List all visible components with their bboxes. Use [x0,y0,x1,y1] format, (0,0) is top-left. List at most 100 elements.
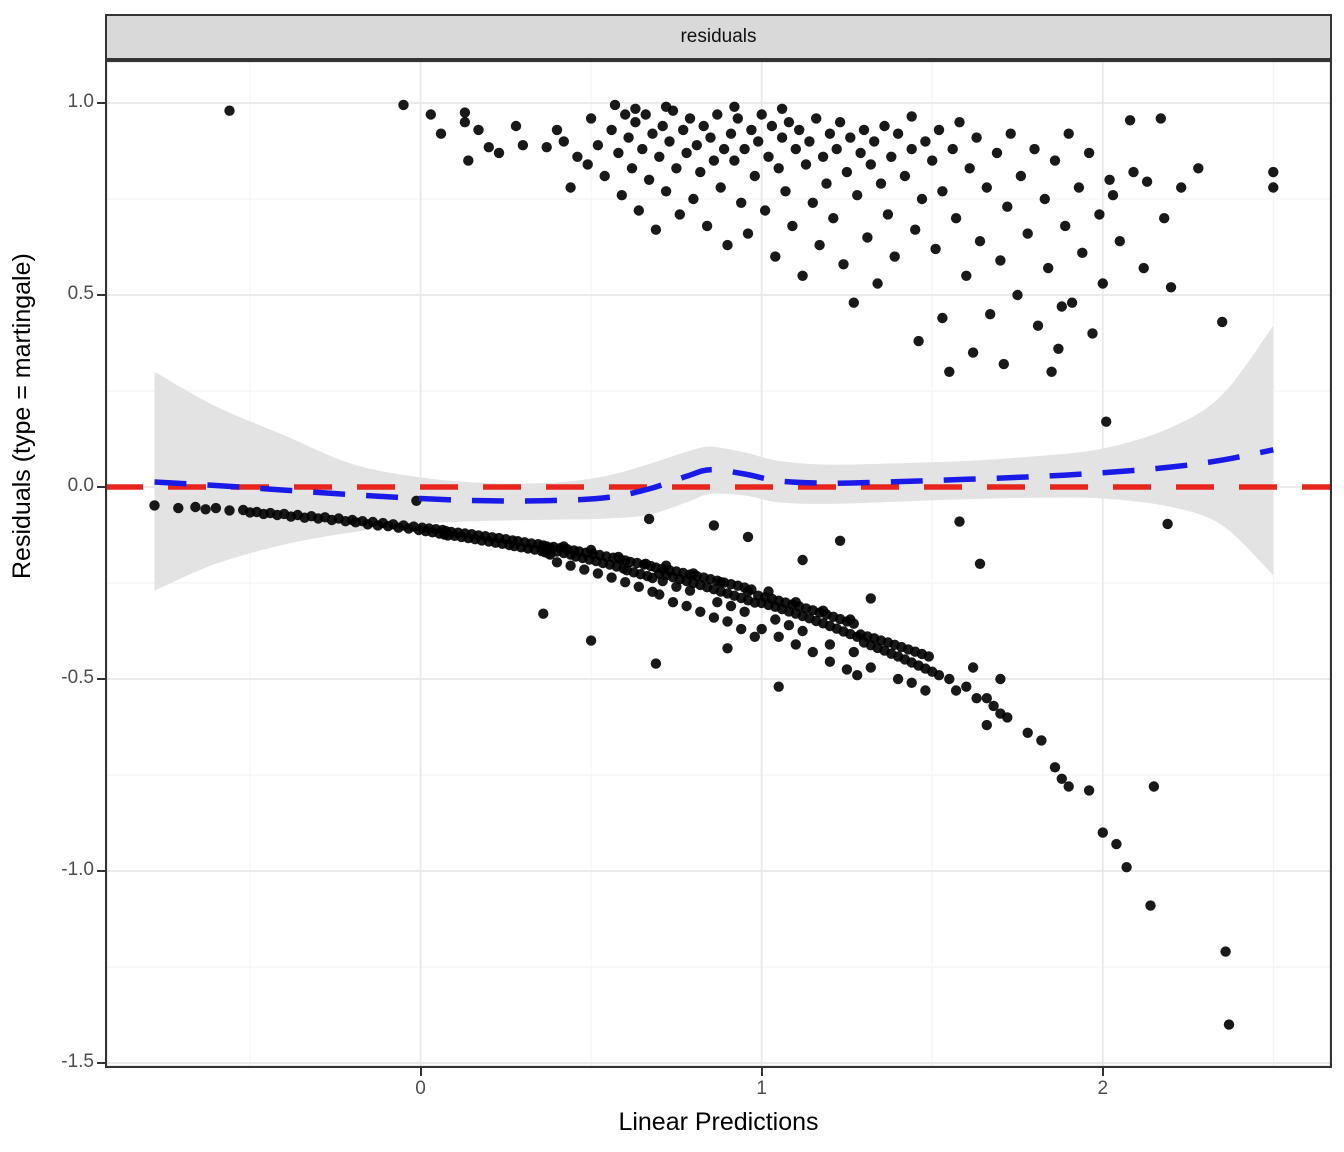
data-point [660,560,672,571]
data-point [463,155,474,166]
data-point [1128,166,1139,178]
y-axis-tick-mark [97,870,105,872]
data-point [698,120,709,132]
data-point [1083,785,1095,796]
data-point [1015,170,1027,182]
data-point [1193,163,1204,174]
plot-panel [105,60,1332,1068]
data-point [695,606,706,617]
data-point [678,124,689,136]
data-point [770,614,781,625]
data-point [210,502,222,514]
data-point [705,132,716,143]
data-point [913,335,924,347]
data-point [643,513,655,525]
data-point [667,597,679,608]
data-point [971,693,982,704]
data-point [739,606,750,617]
data-point [910,224,921,235]
data-point [1077,247,1088,258]
data-point [773,631,784,642]
data-point [708,612,720,623]
data-point [623,132,634,143]
data-point [981,182,992,193]
data-point [517,140,529,151]
data-point [906,143,917,155]
data-point [920,136,931,147]
data-point [950,685,962,696]
data-point [746,124,757,136]
data-point [773,163,784,174]
data-point [657,120,668,132]
data-point [558,136,569,147]
data-point [1060,220,1071,232]
data-point [592,140,604,151]
data-point [1022,727,1033,738]
x-axis-tick-mark [1101,1068,1104,1076]
data-point [613,147,624,159]
data-point [954,516,965,527]
data-point [1066,297,1078,308]
data-point [889,251,900,262]
data-point [797,270,808,281]
data-point [1056,301,1067,312]
y-tick-label: -1.5 [61,1051,94,1073]
smooth-line [154,447,1274,504]
data-point [712,597,723,608]
data-point [173,502,184,514]
data-point [1073,182,1085,193]
data-point [1165,282,1177,293]
data-point [944,366,955,377]
data-point [1049,155,1061,166]
data-point [565,560,576,571]
data-point [964,163,975,174]
data-point [722,616,733,627]
x-tick-label: 1 [756,1078,767,1099]
data-point [637,143,648,155]
data-point [715,577,726,588]
data-point [620,109,631,120]
y-tick-label: 0.5 [67,283,94,305]
data-point [834,117,846,128]
data-point [1159,213,1170,224]
x-axis-tick-mark [760,1068,763,1076]
y-axis-tick-mark [97,102,105,104]
y-tick-label: -1.0 [61,859,94,881]
data-point [1083,147,1095,159]
chart-canvas [105,60,1332,1068]
data-point [715,182,726,193]
x-tick-label: 2 [1097,1078,1109,1099]
data-point [1155,113,1167,124]
data-point [643,174,655,185]
data-point [937,312,948,324]
data-point [1124,115,1136,126]
data-point [613,551,624,563]
data-point [783,620,795,631]
data-point [620,577,631,588]
data-point [725,600,737,612]
data-point [1029,143,1040,155]
data-point [684,113,696,124]
panel-border [105,60,1332,1068]
data-point [831,143,842,155]
data-point [585,113,597,124]
data-point [1176,182,1187,193]
data-point [510,120,522,132]
data-point [633,581,644,592]
data-point [736,197,747,208]
data-point [695,166,706,178]
data-point [708,520,720,531]
data-point [852,190,863,201]
data-point [1043,262,1054,274]
data-point [626,163,638,174]
data-point [640,109,651,120]
data-point [606,124,617,136]
data-point [657,575,668,587]
data-point [671,581,682,592]
data-point [1039,193,1050,205]
data-point [906,677,917,688]
data-point [821,178,832,189]
data-point [616,190,627,201]
data-point [1087,328,1098,339]
y-axis-tick-mark [97,486,105,488]
